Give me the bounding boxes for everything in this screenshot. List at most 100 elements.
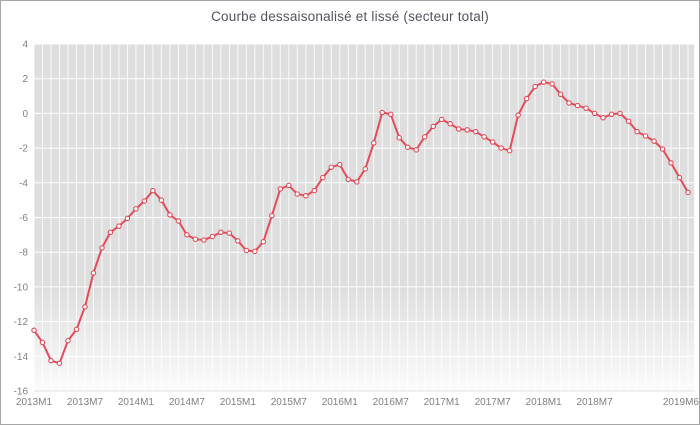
data-point-marker — [455, 126, 462, 132]
data-point-marker — [269, 213, 275, 219]
y-axis-tick-label: -16 — [14, 387, 29, 398]
data-point-marker — [532, 83, 538, 90]
data-point-marker — [141, 198, 148, 204]
x-axis-tick-label: 2014M7 — [169, 397, 206, 408]
data-point-marker — [73, 326, 80, 333]
x-axis-tick-label: 2013M1 — [16, 397, 53, 408]
data-point-marker — [583, 105, 589, 111]
data-point-marker — [404, 144, 411, 150]
data-point-marker — [48, 357, 54, 364]
x-axis-tick-label: 2016M7 — [373, 397, 410, 408]
data-point-marker — [345, 176, 352, 183]
data-point-marker — [447, 121, 453, 127]
data-point-marker — [90, 270, 97, 276]
data-point-marker — [235, 238, 241, 244]
data-point-marker — [617, 110, 623, 117]
x-axis-tick-label: 2018M7 — [577, 397, 614, 408]
data-point-marker — [591, 110, 598, 117]
data-point-marker — [557, 91, 564, 98]
data-point-marker — [387, 111, 394, 118]
data-point-marker — [226, 230, 233, 236]
data-point-marker — [464, 127, 470, 133]
y-axis-tick-label: -12 — [14, 317, 29, 328]
data-point-marker — [31, 327, 37, 334]
data-point-marker — [320, 174, 326, 181]
y-axis-tick-label: -8 — [19, 248, 28, 259]
data-point-marker — [634, 128, 640, 135]
data-point-marker — [549, 81, 555, 87]
data-point-marker — [498, 145, 504, 151]
data-point-marker — [523, 95, 530, 102]
data-point-marker — [252, 248, 258, 255]
data-point-marker — [362, 166, 368, 172]
data-point-marker — [600, 114, 606, 121]
data-point-marker — [311, 187, 318, 194]
data-point-marker — [303, 193, 309, 199]
data-point-marker — [167, 212, 173, 218]
data-point-marker — [540, 79, 547, 85]
y-axis-tick-label: 2 — [22, 74, 28, 85]
data-point-marker — [260, 239, 267, 245]
data-point-marker — [286, 182, 292, 189]
data-point-marker — [574, 102, 581, 109]
y-axis-tick-label: -6 — [19, 213, 28, 224]
data-point-marker — [218, 229, 224, 236]
data-point-marker — [56, 360, 63, 366]
data-point-marker — [150, 187, 156, 194]
data-point-marker — [370, 140, 377, 146]
data-point-marker — [413, 147, 419, 153]
data-point-marker — [472, 128, 479, 135]
chart-title: Courbe dessaisonalisé et lissé (secteur … — [211, 9, 489, 24]
data-point-marker — [379, 109, 385, 116]
data-point-marker — [659, 146, 666, 152]
x-axis-tick-label: 2015M7 — [271, 397, 308, 408]
x-axis-tick-label: 2016M1 — [322, 397, 359, 408]
data-point-marker — [651, 138, 657, 144]
data-point-marker — [65, 337, 71, 344]
data-point-marker — [566, 100, 572, 106]
data-point-marker — [506, 147, 513, 154]
data-point-marker — [489, 139, 496, 145]
y-axis-tick-label: -2 — [19, 144, 28, 155]
data-point-marker — [430, 123, 436, 130]
x-axis-tick-label: 2017M7 — [475, 397, 512, 408]
y-axis-tick-label: -14 — [14, 352, 29, 363]
data-point-marker — [124, 215, 131, 222]
data-point-marker — [337, 161, 343, 168]
data-point-marker — [39, 339, 46, 346]
data-point-marker — [209, 233, 216, 240]
data-point-marker — [515, 112, 521, 118]
x-axis-tick-label: 2019M6 — [663, 397, 700, 408]
data-point-marker — [481, 134, 487, 140]
data-point-marker — [201, 237, 207, 243]
x-axis-tick-label: 2018M1 — [526, 397, 563, 408]
data-point-marker — [328, 164, 335, 170]
data-point-marker — [421, 134, 428, 140]
data-point-marker — [158, 197, 165, 203]
data-point-marker — [82, 304, 88, 310]
data-point-marker — [192, 236, 199, 242]
x-axis-tick-label: 2017M1 — [424, 397, 461, 408]
data-point-marker — [116, 223, 122, 229]
data-point-marker — [175, 218, 182, 224]
data-point-marker — [277, 186, 284, 192]
data-point-marker — [676, 174, 683, 181]
data-point-marker — [438, 116, 445, 123]
data-point-marker — [625, 118, 632, 124]
data-point-marker — [184, 232, 190, 238]
data-point-marker — [107, 229, 114, 236]
data-point-marker — [668, 160, 674, 166]
data-point-marker — [99, 245, 105, 251]
data-point-marker — [294, 191, 301, 197]
data-point-marker — [396, 134, 402, 141]
x-axis-tick-label: 2015M1 — [220, 397, 257, 408]
y-axis-tick-label: 0 — [22, 109, 28, 120]
data-point-marker — [133, 206, 139, 212]
data-point-marker — [243, 247, 250, 254]
x-axis-tick-label: 2013M7 — [67, 397, 104, 408]
x-axis-tick-label: 2014M1 — [118, 397, 155, 408]
data-point-marker — [642, 133, 649, 139]
data-point-marker — [685, 189, 691, 196]
